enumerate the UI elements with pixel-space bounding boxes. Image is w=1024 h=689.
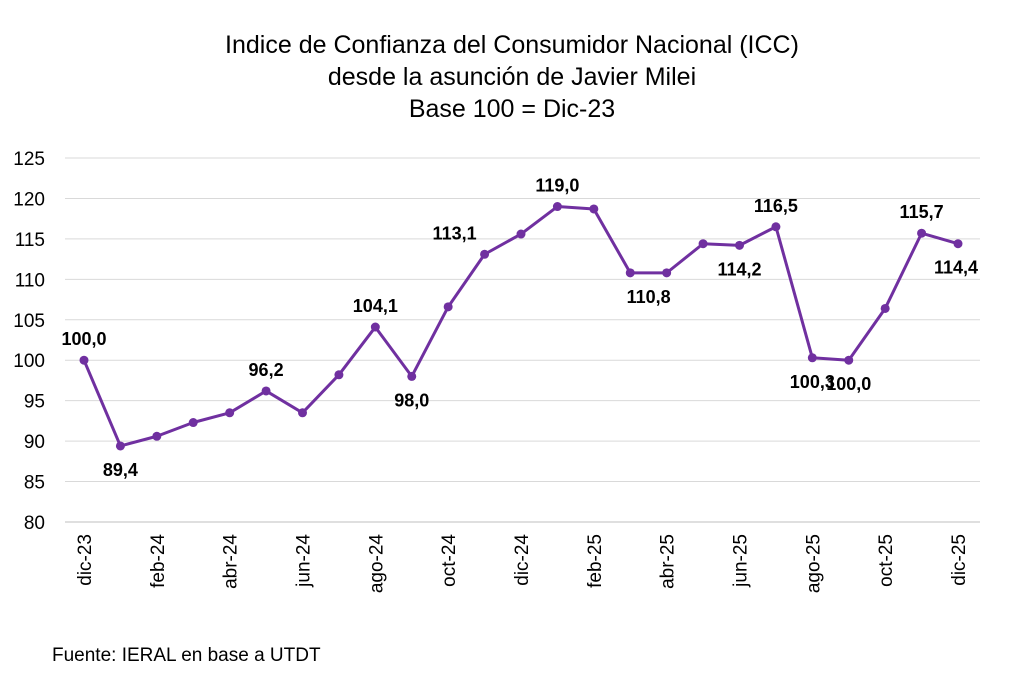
data-point bbox=[261, 386, 271, 396]
data-label: 89,4 bbox=[103, 460, 138, 480]
data-label: 115,7 bbox=[900, 202, 944, 222]
x-tick-label: feb-25 bbox=[585, 534, 606, 588]
data-point bbox=[370, 322, 380, 332]
y-tick-label: 100 bbox=[13, 351, 45, 372]
y-tick-label: 95 bbox=[24, 392, 45, 413]
x-tick-label: dic-23 bbox=[75, 534, 96, 586]
data-label: 113,1 bbox=[433, 223, 477, 243]
data-point bbox=[735, 240, 744, 250]
data-point bbox=[844, 355, 854, 365]
data-label: 116,5 bbox=[754, 196, 798, 216]
x-tick-label: abr-25 bbox=[658, 534, 679, 589]
x-tick-label: feb-24 bbox=[148, 534, 169, 588]
data-point bbox=[516, 229, 526, 239]
chart-title-line-2: desde la asunción de Javier Milei bbox=[327, 63, 697, 91]
x-tick-label: ago-24 bbox=[366, 534, 387, 594]
x-tick-label: jun-25 bbox=[731, 534, 752, 588]
y-tick-label: 105 bbox=[13, 311, 45, 332]
data-point bbox=[334, 370, 344, 380]
series-line bbox=[82, 205, 959, 448]
data-label: 119,0 bbox=[535, 176, 579, 196]
x-tick-label: ago-25 bbox=[803, 534, 824, 593]
chart-title-line-1: Indice de Confianza del Consumidor Nacio… bbox=[225, 31, 799, 59]
data-label: 100,0 bbox=[61, 329, 106, 349]
data-point bbox=[407, 371, 417, 381]
x-tick-label: abr-24 bbox=[221, 534, 242, 589]
data-label: 98,0 bbox=[394, 390, 429, 410]
data-label: 100,3 bbox=[790, 372, 835, 392]
y-tick-label: 115 bbox=[15, 230, 45, 251]
data-point bbox=[188, 418, 198, 428]
data-point bbox=[807, 353, 817, 363]
x-tick-label: jun-24 bbox=[294, 534, 315, 588]
data-label: 104,1 bbox=[353, 296, 398, 316]
data-label: 114,4 bbox=[934, 258, 978, 278]
x-tick-label: dic-24 bbox=[512, 534, 533, 586]
data-point bbox=[771, 222, 781, 232]
data-label: 114,2 bbox=[717, 259, 761, 279]
data-point bbox=[953, 239, 963, 249]
data-point bbox=[115, 441, 125, 451]
data-point bbox=[589, 204, 599, 214]
y-tick-label: 90 bbox=[24, 432, 45, 453]
x-tick-label: dic-25 bbox=[949, 534, 970, 586]
data-label: 96,2 bbox=[249, 360, 284, 380]
y-tick-label: 85 bbox=[24, 473, 45, 494]
data-point bbox=[298, 408, 307, 418]
y-tick-label: 125 bbox=[13, 149, 45, 170]
data-point bbox=[443, 302, 453, 312]
data-point bbox=[152, 431, 162, 441]
data-point bbox=[480, 249, 490, 259]
data-point bbox=[625, 268, 635, 278]
data-label: 100,0 bbox=[826, 374, 871, 394]
data-point bbox=[225, 408, 235, 418]
data-point bbox=[662, 268, 672, 278]
data-label: 110,8 bbox=[627, 287, 671, 307]
data-point bbox=[552, 202, 562, 212]
chart-title-line-3: Base 100 = Dic-23 bbox=[408, 95, 616, 123]
y-tick-label: 110 bbox=[15, 270, 45, 291]
x-tick-label: oct-24 bbox=[439, 534, 460, 587]
source-note: Fuente: IERAL en base a UTDT bbox=[52, 645, 321, 666]
data-point bbox=[698, 239, 708, 249]
data-point bbox=[880, 303, 890, 313]
y-tick-label: 120 bbox=[13, 189, 45, 210]
data-point bbox=[917, 228, 927, 238]
x-tick-label: oct-25 bbox=[876, 534, 897, 587]
data-point bbox=[79, 355, 89, 365]
y-tick-label: 80 bbox=[24, 513, 45, 534]
